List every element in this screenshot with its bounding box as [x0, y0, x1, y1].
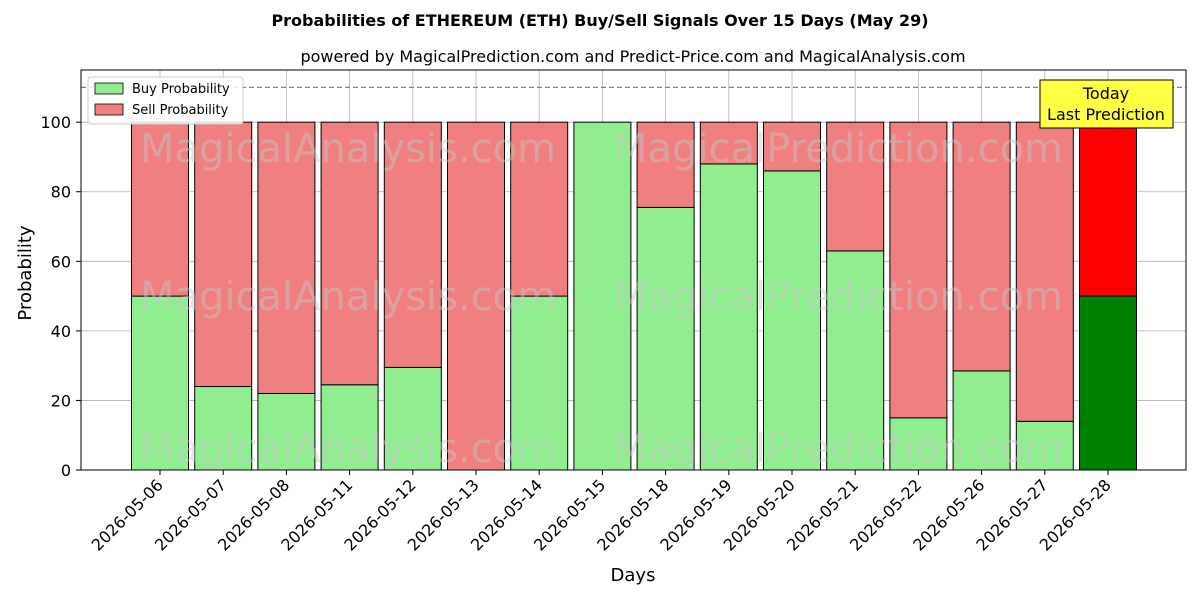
y-tick-label: 60: [51, 252, 71, 271]
sell-bar: [447, 121, 505, 471]
legend: Buy Probability Sell Probability: [87, 76, 244, 125]
chart-title: Probabilities of ETHEREUM (ETH) Buy/Sell…: [271, 11, 928, 30]
buy-bar: [510, 295, 569, 471]
today-annotation: Today Last Prediction: [1039, 79, 1174, 129]
buy-bar: [952, 370, 1011, 471]
y-tick-label: 0: [61, 461, 71, 480]
sell-bar: [826, 121, 885, 252]
bars: [131, 121, 1137, 471]
annotation-line1: Today: [1082, 84, 1129, 103]
watermark: MagicalAnalysis.com: [140, 426, 556, 472]
legend-sell-label: Sell Probability: [132, 103, 229, 118]
sell-bar: [1015, 121, 1074, 422]
buy-bar: [383, 366, 442, 471]
y-tick-label: 40: [51, 322, 71, 341]
y-axis-label: Probability: [15, 225, 36, 320]
buy-bar: [889, 417, 948, 471]
buy-bar: [699, 163, 758, 471]
chart-subtitle: powered by MagicalPrediction.com and Pre…: [300, 47, 965, 66]
sell-bar: [763, 121, 821, 172]
sell-bar: [383, 121, 442, 368]
watermark: MagicalPrediction.com: [613, 426, 1063, 472]
sell-bar: [636, 121, 695, 208]
sell-bar: [1079, 121, 1137, 297]
legend-box: [87, 76, 244, 125]
sell-bar: [699, 121, 758, 165]
buy-bar: [257, 392, 316, 471]
sell-bar: [131, 121, 189, 297]
buy-bar: [1079, 295, 1137, 471]
buy-bar: [320, 384, 379, 471]
legend-buy-label: Buy Probability: [132, 82, 230, 97]
watermark: MagicalPrediction.com: [613, 274, 1063, 320]
legend-buy-swatch: [94, 82, 124, 95]
buy-bar: [194, 386, 253, 471]
y-tick-label: 20: [51, 391, 71, 410]
y-tick-label: 80: [51, 183, 71, 202]
x-axis-label: Days: [611, 565, 656, 586]
plot-frame: [80, 69, 1187, 471]
sell-bar: [889, 121, 948, 419]
y-tick-label: 100: [40, 113, 71, 132]
buy-bar: [573, 121, 632, 471]
buy-bar: [826, 250, 885, 471]
annotation-box: [1039, 79, 1174, 129]
watermark: MagicalPrediction.com: [613, 126, 1063, 172]
watermarks: MagicalAnalysis.com MagicalPrediction.com…: [140, 126, 1063, 472]
legend-sell-swatch: [94, 103, 124, 116]
watermark: MagicalAnalysis.com: [140, 274, 556, 320]
annotation-line2: Last Prediction: [1047, 105, 1165, 124]
buy-bar: [763, 170, 821, 471]
sell-bar: [257, 121, 316, 394]
sell-bar: [952, 121, 1011, 372]
sell-bar: [320, 121, 379, 386]
sell-bar: [510, 121, 569, 297]
watermark: MagicalAnalysis.com: [140, 126, 556, 172]
buy-bar: [636, 206, 695, 471]
